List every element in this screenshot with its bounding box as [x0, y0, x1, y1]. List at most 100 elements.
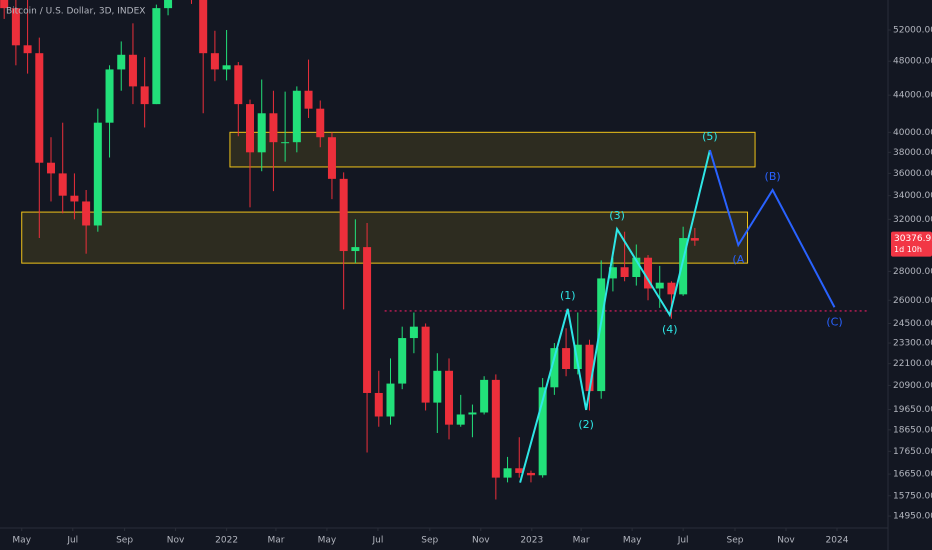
wave-label: (5) [702, 130, 718, 143]
y-tick-label: 52000.00 [893, 26, 932, 36]
candle-body [491, 379, 500, 478]
zone [21, 211, 749, 264]
candle-body [11, 8, 20, 46]
candle-body [526, 472, 535, 476]
candle-body [82, 201, 91, 226]
wave-label: (1) [560, 289, 576, 302]
candle-body [620, 267, 629, 278]
candle-body [690, 238, 699, 241]
x-tick-label: Sep [726, 536, 743, 546]
candle-body [386, 383, 395, 417]
y-tick-label: 32000.00 [893, 215, 932, 225]
y-tick-label: 40000.00 [893, 128, 932, 138]
candle-body [409, 326, 418, 339]
candle-body [105, 69, 114, 123]
x-tick-label: Sep [421, 536, 438, 546]
candle-body [351, 247, 360, 252]
candle-body [292, 90, 301, 143]
candle-body [128, 54, 137, 87]
candle-body [0, 0, 9, 9]
candle-body [281, 142, 290, 144]
y-tick-label: 19650.00 [893, 405, 932, 415]
x-tick-label: 2022 [215, 536, 238, 546]
x-tick-label: Nov [167, 536, 185, 546]
y-tick-label: 38000.00 [893, 148, 932, 158]
y-tick-label: 22100.00 [893, 359, 932, 369]
y-tick-label: 18650.00 [893, 425, 932, 435]
x-tick-label: 2023 [520, 536, 543, 546]
wave-label: (B) [765, 170, 781, 183]
candle-body [480, 379, 489, 413]
wave-label: (4) [662, 323, 678, 336]
candle-body [152, 8, 161, 105]
x-tick-label: Jul [677, 536, 689, 546]
candle-body [445, 370, 454, 425]
candle-body [363, 247, 372, 393]
y-tick-label: 23300.00 [893, 339, 932, 349]
candle-body [573, 344, 582, 369]
candle-body [304, 90, 313, 109]
candle-body [257, 113, 266, 153]
wave-label: (3) [609, 209, 625, 222]
x-tick-label: Jul [372, 536, 384, 546]
candle-body [655, 282, 664, 289]
y-tick-label: 48000.00 [893, 57, 932, 67]
x-tick-label: May [318, 536, 337, 546]
candle-body [608, 267, 617, 279]
x-tick-label: Nov [472, 536, 490, 546]
candle-body [562, 348, 571, 369]
wave-label: (C) [826, 315, 842, 328]
candle-body [327, 137, 336, 179]
zone [229, 131, 756, 168]
x-tick-label: Mar [573, 536, 590, 546]
x-tick-label: 2024 [826, 536, 849, 546]
x-tick-label: Mar [267, 536, 284, 546]
candle-body [23, 45, 32, 54]
candle-body [199, 0, 208, 54]
candle-body [234, 65, 243, 105]
wave-label: (2) [578, 418, 594, 431]
candle-body [679, 238, 688, 295]
candle-body [538, 387, 547, 476]
y-tick-label: 16650.00 [893, 470, 932, 480]
y-tick-label: 17650.00 [893, 447, 932, 457]
candle-body [503, 468, 512, 478]
candle-body [433, 370, 442, 403]
candle-body [339, 178, 348, 252]
candle-body [58, 173, 67, 196]
y-tick-label: 15750.00 [893, 491, 932, 501]
wave-label: (A [732, 253, 744, 266]
y-tick-label: 20900.00 [893, 381, 932, 391]
candle-body [398, 338, 407, 384]
candle-body [632, 257, 641, 278]
candle-body [140, 86, 149, 105]
candle-body [117, 54, 126, 70]
x-tick-label: Nov [777, 536, 795, 546]
candle-body [468, 412, 477, 415]
candle-body [550, 348, 559, 388]
candle-body [456, 414, 465, 425]
candle-body [35, 53, 44, 163]
candle-body [246, 104, 255, 153]
candle-body [222, 65, 231, 70]
y-tick-label: 36000.00 [893, 169, 932, 179]
plot-area: (1) (2) (3) (4) (5) (A (B) (C) [0, 0, 870, 500]
y-tick-label: 34000.00 [893, 191, 932, 201]
candle-body [585, 344, 594, 392]
x-tick-label: May [12, 536, 31, 546]
candle-body [515, 468, 524, 473]
candle-body [70, 195, 79, 202]
candle-body [47, 162, 56, 174]
candle-body [269, 113, 278, 143]
y-tick-label: 26000.00 [893, 296, 932, 306]
x-tick-label: May [623, 536, 642, 546]
candle-body [667, 282, 676, 295]
candle-body [164, 0, 173, 9]
candle-body [597, 278, 606, 392]
chart-title: Bitcoin / U.S. Dollar, 3D, INDEX [6, 7, 145, 17]
price-tag [891, 231, 932, 257]
price-tag-countdown: 1d 10h [894, 245, 922, 254]
y-tick-label: 44000.00 [893, 91, 932, 101]
